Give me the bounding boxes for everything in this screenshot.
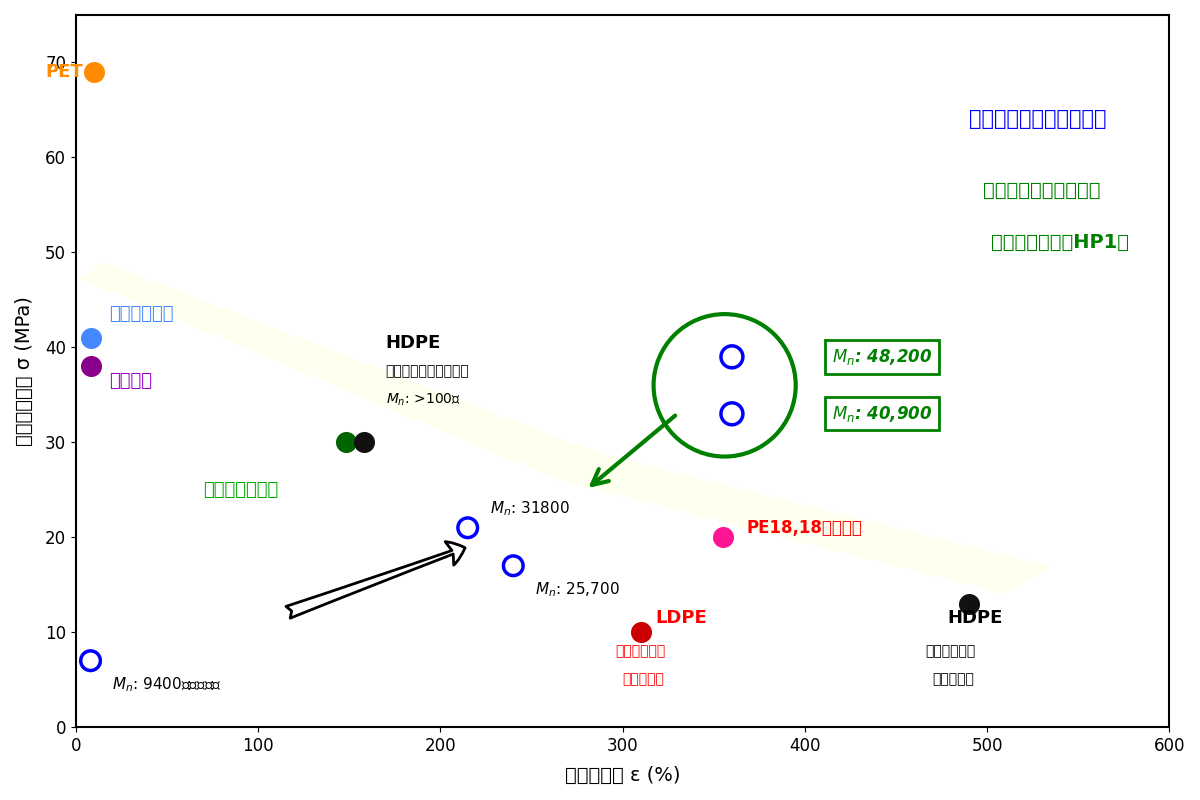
Y-axis label: 引張破断応力 σ (MPa): 引張破断応力 σ (MPa) <box>14 296 34 446</box>
Point <box>631 626 650 638</box>
Text: 柔軟で強度に優れる材料: 柔軟で強度に優れる材料 <box>968 110 1106 130</box>
Text: HDPE: HDPE <box>947 609 1002 627</box>
Text: （高密度）: （高密度） <box>932 673 974 686</box>
Point <box>336 436 355 449</box>
Text: ポリプロピレン: ポリプロピレン <box>204 481 278 498</box>
Polygon shape <box>76 262 1051 594</box>
Point <box>713 531 732 544</box>
X-axis label: 破断時伸び ε (%): 破断時伸び ε (%) <box>565 766 680 785</box>
Point <box>80 331 100 344</box>
Text: ポリ乳酸: ポリ乳酸 <box>109 371 151 390</box>
Text: $M_n$: 40,900: $M_n$: 40,900 <box>832 404 932 424</box>
Text: $M_n$: 9400（文献値）: $M_n$: 9400（文献値） <box>113 675 222 694</box>
Text: ポリスチレン: ポリスチレン <box>109 305 173 323</box>
Point <box>80 360 100 373</box>
Text: LDPE: LDPE <box>655 609 707 627</box>
Text: $M_n$: 25,700: $M_n$: 25,700 <box>535 580 619 599</box>
Text: ポリエチレ（高密度）: ポリエチレ（高密度） <box>385 364 469 378</box>
Text: $M_n$: 31800: $M_n$: 31800 <box>490 499 569 518</box>
Text: HDPE: HDPE <box>385 334 442 351</box>
Text: ポリエチレン: ポリエチレン <box>616 644 666 658</box>
Point <box>84 66 103 78</box>
Text: 本成果：バイオベース: 本成果：バイオベース <box>983 181 1100 200</box>
Text: $M_n$: 48,200: $M_n$: 48,200 <box>832 347 932 367</box>
Point <box>959 598 978 610</box>
Text: ポリエステル（HP1）: ポリエステル（HP1） <box>991 234 1129 252</box>
Text: PET: PET <box>46 63 83 81</box>
Point <box>458 522 478 534</box>
Text: $M_n$: >100万: $M_n$: >100万 <box>385 391 461 408</box>
Point <box>722 350 742 363</box>
Point <box>504 559 523 572</box>
Text: ポリエチレン: ポリエチレン <box>925 644 976 658</box>
Point <box>722 407 742 420</box>
Point <box>80 654 100 667</box>
Text: （低密度）: （低密度） <box>623 673 665 686</box>
Text: PE18,18（既報）: PE18,18（既報） <box>746 518 863 537</box>
Point <box>354 436 373 449</box>
